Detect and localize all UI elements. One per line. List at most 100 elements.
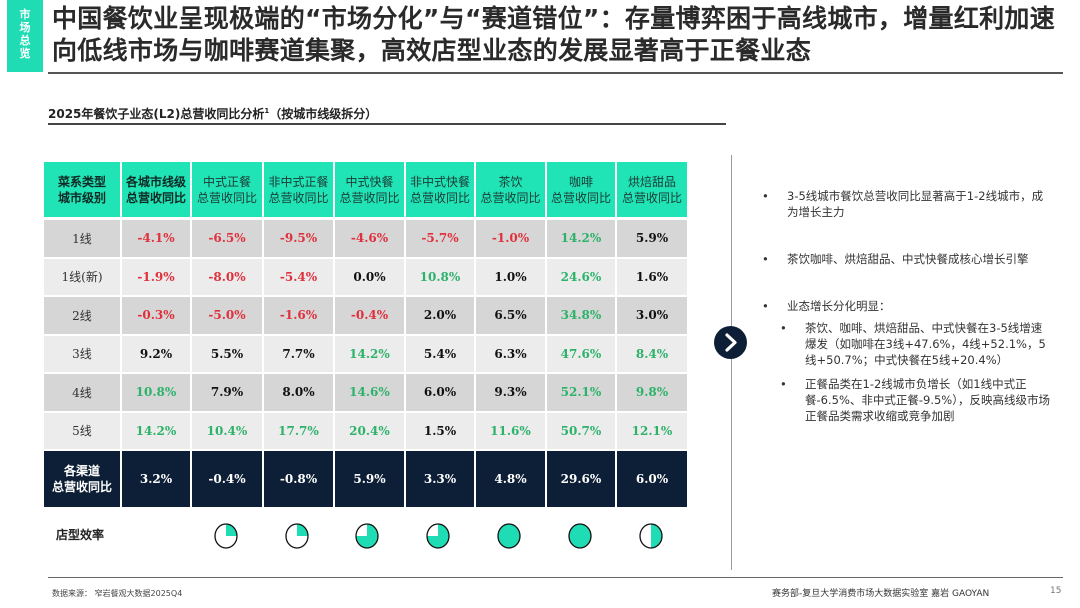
column-header-line: 总营收同比 [480, 190, 541, 205]
harvey-ball-icon [285, 523, 309, 549]
table-cell: -5.0% [192, 297, 262, 336]
table-cell: 8.0% [264, 374, 333, 413]
table-cell: 7.9% [192, 374, 262, 413]
table-cell: -5.7% [406, 220, 474, 259]
row-label: 3线 [44, 335, 120, 374]
subtitle-divider [48, 123, 726, 125]
table-cell: -0.4% [192, 451, 262, 509]
table-cell: -5.4% [264, 258, 333, 297]
row-label: 2线 [44, 297, 120, 336]
table-cell: 14.2% [122, 412, 190, 451]
table-cell: 3.2% [122, 451, 190, 509]
table-cell: 14.2% [335, 335, 404, 374]
footnote-marker: 1 [264, 107, 270, 115]
section-tag: 市场总览 [7, 0, 43, 72]
table-cell: 10.4% [192, 412, 262, 451]
table-cell: 47.6% [547, 335, 615, 374]
column-header: 各城市线级 总营收同比 [122, 162, 190, 220]
table-row: 3线 9.2% 5.5% 7.7% 14.2% 5.4% 6.3% 47.6% 8.4% [44, 335, 687, 374]
table-cell: 6.5% [476, 297, 545, 336]
table-header-row: 菜系类型 城市级别 各城市线级 总营收同比 中式正餐 总营收同比 非中式正餐 总营收同比 中式快… [44, 162, 687, 220]
column-header: 非中式快餐 总营收同比 [406, 162, 474, 220]
chevron-right-icon [714, 326, 747, 359]
table-cell: 3.0% [617, 297, 687, 336]
table-cell: 5.5% [192, 335, 262, 374]
harvey-ball-icon [568, 523, 592, 549]
table-cell: 10.8% [406, 258, 474, 297]
efficiency-label: 店型效率 [56, 528, 105, 542]
vertical-divider [731, 155, 732, 570]
column-header-line: 非中式快餐 [409, 174, 470, 189]
table-cell: 6.0% [406, 374, 474, 413]
row-label: 1线 [44, 220, 120, 259]
table-cell: 17.7% [264, 412, 333, 451]
harvey-ball-icon [639, 523, 663, 549]
row-label: 4线 [44, 374, 120, 413]
row-label-line: 总营收同比 [51, 480, 112, 494]
table-cell: 10.8% [122, 374, 190, 413]
table-cell: -1.0% [476, 220, 545, 259]
column-header-line: 咖啡 [568, 174, 593, 189]
column-header-line: 茶饮 [498, 174, 523, 189]
column-header: 茶饮 总营收同比 [476, 162, 545, 220]
table-cell: 14.2% [547, 220, 615, 259]
table-cell: 9.3% [476, 374, 545, 413]
table-cell: -0.4% [335, 297, 404, 336]
bullet-item: 3-5线城市餐饮总营收同比显著高于1-2线城市，成为增长主力 [760, 188, 1050, 220]
column-header: 菜系类型 城市级别 [44, 162, 120, 220]
table-cell: 6.3% [476, 335, 545, 374]
table-cell: -6.5% [192, 220, 262, 259]
table-cell: 1.5% [406, 412, 474, 451]
table-cell: 11.6% [476, 412, 545, 451]
table-cell: -1.6% [264, 297, 333, 336]
table-cell: 24.6% [547, 258, 615, 297]
column-header-line: 烘焙甜品 [627, 174, 676, 189]
column-header: 咖啡 总营收同比 [547, 162, 615, 220]
table-title-text: 2025年餐饮子业态(L2)总营收同比分析 [48, 107, 265, 121]
table-cell: 50.7% [547, 412, 615, 451]
table-row: 2线 -0.3% -5.0% -1.6% -0.4% 2.0% 6.5% 34.8% 3.0% [44, 297, 687, 336]
sub-bullet-item: 正餐品类在1-2线城市负增长（如1线中式正餐-6.5%、非中式正餐-9.5%），… [760, 376, 1050, 424]
table-cell: 2.0% [406, 297, 474, 336]
table-cell: -0.3% [122, 297, 190, 336]
table-cell: 52.1% [547, 374, 615, 413]
table-cell: 6.0% [617, 451, 687, 509]
table-row: 1线 -4.1% -6.5% -9.5% -4.6% -5.7% -1.0% 14.2% 5.9… [44, 220, 687, 259]
table-cell: 7.7% [264, 335, 333, 374]
table-cell: 5.4% [406, 335, 474, 374]
page-number: 15 [1050, 586, 1062, 596]
table-cell: -1.9% [122, 258, 190, 297]
insights-list: 3-5线城市餐饮总营收同比显著高于1-2线城市，成为增长主力茶饮咖啡、烘焙甜品、… [760, 188, 1050, 424]
table-cell: -0.8% [264, 451, 333, 509]
table-cell: 5.9% [335, 451, 404, 509]
column-header-line: 各城市线级 [125, 174, 186, 189]
row-label: 各渠道 总营收同比 [44, 451, 120, 509]
table-cell: -9.5% [264, 220, 333, 259]
column-header: 中式快餐 总营收同比 [335, 162, 404, 220]
table-cell: 1.0% [476, 258, 545, 297]
table-cell: 5.9% [617, 220, 687, 259]
column-header-line: 总营收同比 [409, 190, 470, 205]
harvey-ball-icon [497, 523, 521, 549]
page-title: 中国餐饮业呈现极端的“市场分化”与“赛道错位”：存量博弈困于高线城市，增量红利加… [52, 4, 1056, 65]
column-header: 非中式正餐 总营收同比 [264, 162, 333, 220]
column-header-line: 菜系类型 [57, 174, 106, 189]
harvey-ball-icon [426, 523, 450, 549]
column-header-line: 城市级别 [57, 190, 106, 205]
table-cell: 12.1% [617, 412, 687, 451]
sub-bullet-item: 茶饮、咖啡、烘焙甜品、中式快餐在3-5线增速爆发（如咖啡在3线+47.6%，4线… [760, 320, 1050, 368]
table-cell: 20.4% [335, 412, 404, 451]
growth-table: 菜系类型 城市级别 各城市线级 总营收同比 中式正餐 总营收同比 非中式正餐 总营收同比 中式快… [42, 162, 689, 509]
data-source: 数据来源： 窄岩餐观大数据2025Q4 [52, 589, 183, 598]
column-header-line: 总营收同比 [196, 190, 257, 205]
table-row: 1线(新) -1.9% -8.0% -5.4% 0.0% 10.8% 1.0% 24.6% 1.… [44, 258, 687, 297]
harvey-ball-icon [214, 523, 238, 549]
table-cell: -8.0% [192, 258, 262, 297]
table-cell: 9.2% [122, 335, 190, 374]
footer-divider [48, 577, 1063, 578]
column-header-line: 总营收同比 [550, 190, 611, 205]
table-row: 4线 10.8% 7.9% 8.0% 14.6% 6.0% 9.3% 52.1% 9.8% [44, 374, 687, 413]
table-cell: 1.6% [617, 258, 687, 297]
table-cell: 29.6% [547, 451, 615, 509]
bullet-item: 茶饮咖啡、烘焙甜品、中式快餐成核心增长引擎 [760, 251, 1050, 267]
